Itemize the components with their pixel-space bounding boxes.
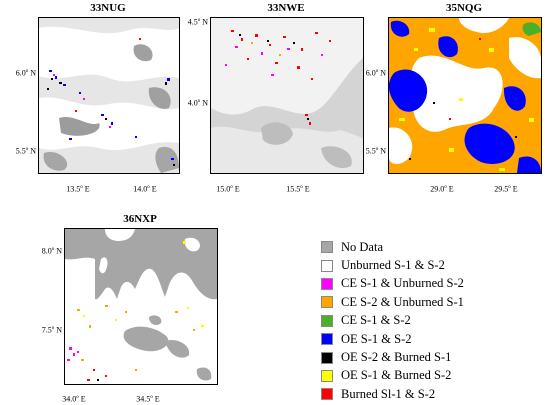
map-image-33nwe: [211, 18, 363, 173]
legend-label: CE S-2 & Unburned S-1: [341, 294, 464, 309]
lon-label: 15.0o E: [216, 184, 240, 194]
legend-swatch: [321, 388, 333, 401]
legend-item-oe-s2-burned-s1: OE S-2 & Burned S-1: [321, 348, 464, 366]
legend-label: CE S-1 & S-2: [341, 313, 411, 328]
legend-item-oe-s1-s2: OE S-1 & S-2: [321, 330, 464, 348]
legend-swatch: [321, 369, 333, 382]
lat-label: 6.0o N: [15, 68, 36, 78]
map-image-33nug: [39, 18, 179, 173]
legend-label: OE S-2 & Burned S-1: [341, 350, 452, 365]
lat-label: 5.5o N: [365, 146, 386, 156]
legend-label: Unburned S-1 & S-2: [341, 258, 445, 273]
map-frame: [388, 17, 542, 174]
legend-item-ce-s1-s2: CE S-1 & S-2: [321, 312, 464, 330]
map-frame: [64, 228, 218, 385]
map-frame: [210, 17, 364, 174]
lat-label: 4.0o N: [187, 98, 208, 108]
legend-swatch: [321, 296, 333, 309]
lon-label: 29.5o E: [494, 184, 518, 194]
map-frame: [38, 17, 180, 174]
legend-item-ce-s1-unburned-s2: CE S-1 & Unburned S-2: [321, 275, 464, 293]
legend-swatch: [321, 277, 333, 290]
panel-title: 36NXP: [123, 213, 157, 225]
map-image-35nqg: [389, 18, 541, 173]
panel-title: 33NWE: [267, 2, 305, 14]
legend-label: OE S-1 & S-2: [341, 331, 412, 346]
lon-label: 15.5o E: [286, 184, 310, 194]
legend-item-oe-s1-burned-s2: OE S-1 & Burned S-2: [321, 367, 464, 385]
lat-label: 5.5o N: [15, 146, 36, 156]
legend-label: CE S-1 & Unburned S-2: [341, 276, 464, 291]
lon-label: 14.0o E: [133, 184, 157, 194]
lon-label: 29.0o E: [430, 184, 454, 194]
map-legend: No Data Unburned S-1 & S-2 CE S-1 & Unbu…: [321, 238, 464, 404]
lat-label: 6.0o N: [365, 68, 386, 78]
map-image-36nxp: [65, 229, 217, 384]
legend-swatch: [321, 351, 333, 364]
lat-label: 7.5o N: [41, 325, 62, 335]
lon-label: 34.5o E: [136, 394, 160, 404]
legend-swatch: [321, 314, 333, 327]
legend-swatch: [321, 259, 333, 272]
legend-swatch: [321, 333, 333, 346]
lon-label: 13.5o E: [66, 184, 90, 194]
panel-title: 33NUG: [90, 2, 126, 14]
lat-label: 4.5o N: [187, 17, 208, 27]
legend-swatch: [321, 241, 333, 254]
legend-label: Burned Sl-1 & S-2: [341, 386, 436, 401]
panel-title: 35NQG: [445, 2, 483, 14]
legend-label: OE S-1 & Burned S-2: [341, 368, 452, 383]
legend-item-unburned: Unburned S-1 & S-2: [321, 256, 464, 274]
lon-label: 34.0o E: [62, 394, 86, 404]
lat-label: 8.0o N: [41, 246, 62, 256]
legend-item-ce-s2-unburned-s1: CE S-2 & Unburned S-1: [321, 293, 464, 311]
legend-label: No Data: [341, 239, 383, 254]
legend-item-no-data: No Data: [321, 238, 464, 256]
legend-item-burned: Burned Sl-1 & S-2: [321, 385, 464, 403]
